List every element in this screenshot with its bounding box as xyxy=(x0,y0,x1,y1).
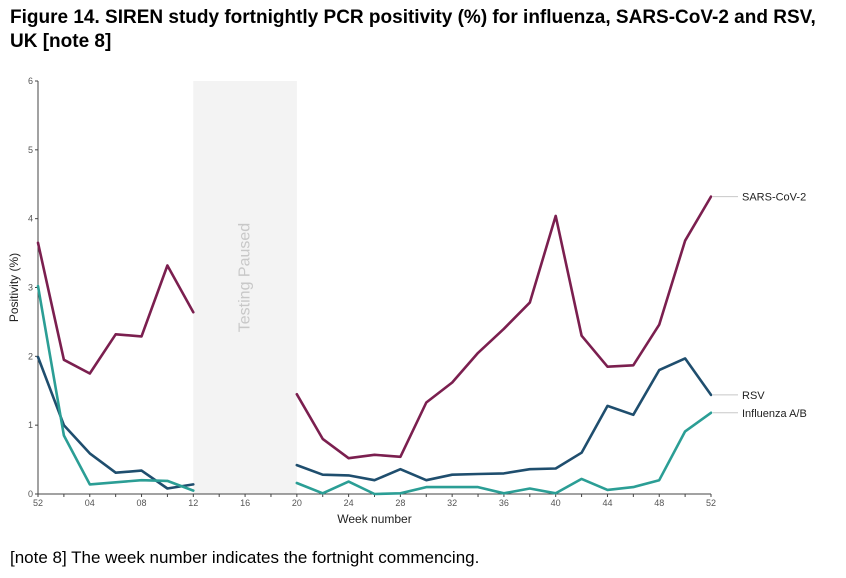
y-tick-label: 0 xyxy=(28,489,33,499)
shaded-region: Testing Paused xyxy=(193,81,297,494)
x-tick-label: 28 xyxy=(395,498,405,508)
x-tick-label: 52 xyxy=(706,498,716,508)
y-tick-label: 1 xyxy=(28,420,33,430)
y-axis-label: Positivity (%) xyxy=(7,253,21,322)
x-tick-label: 04 xyxy=(85,498,95,508)
x-tick-label: 20 xyxy=(292,498,302,508)
influenza-a-b-label: Influenza A/B xyxy=(742,408,807,420)
x-tick-label: 52 xyxy=(33,498,43,508)
x-axis-label: Week number xyxy=(337,512,411,526)
testing-paused-band xyxy=(193,81,297,494)
rsv-line xyxy=(36,355,195,490)
y-tick-label: 4 xyxy=(28,214,33,224)
chart-title: Figure 14. SIREN study fortnightly PCR p… xyxy=(10,7,816,52)
sars-cov-2-label: SARS-CoV-2 xyxy=(742,192,806,204)
x-tick-label: 08 xyxy=(137,498,147,508)
x-tick-label: 24 xyxy=(344,498,354,508)
influenza-a-b-line xyxy=(295,411,713,496)
x-tick-label: 12 xyxy=(188,498,198,508)
series-labels: SARS-CoV-2 RSV Influenza A/B xyxy=(713,192,807,420)
x-tick-label: 40 xyxy=(551,498,561,508)
x-tick-label: 44 xyxy=(602,498,612,508)
x-tick-label: 36 xyxy=(499,498,509,508)
x-tick-label: 32 xyxy=(447,498,457,508)
y-tick-label: 2 xyxy=(28,351,33,361)
x-tick-label: 16 xyxy=(240,498,250,508)
footnote: [note 8] The week number indicates the f… xyxy=(10,548,480,567)
y-tick-label: 5 xyxy=(28,145,33,155)
testing-paused-label: Testing Paused xyxy=(236,223,253,332)
sars-cov-2-line xyxy=(295,195,713,460)
y-tick-label: 3 xyxy=(28,283,33,293)
influenza-a-b-line xyxy=(36,284,195,492)
y-tick-label: 6 xyxy=(28,76,33,86)
x-tick-label: 48 xyxy=(654,498,664,508)
rsv-label: RSV xyxy=(742,390,765,402)
rsv-line xyxy=(295,357,713,482)
series-lines xyxy=(36,195,713,496)
sars-cov-2-line xyxy=(36,241,195,375)
